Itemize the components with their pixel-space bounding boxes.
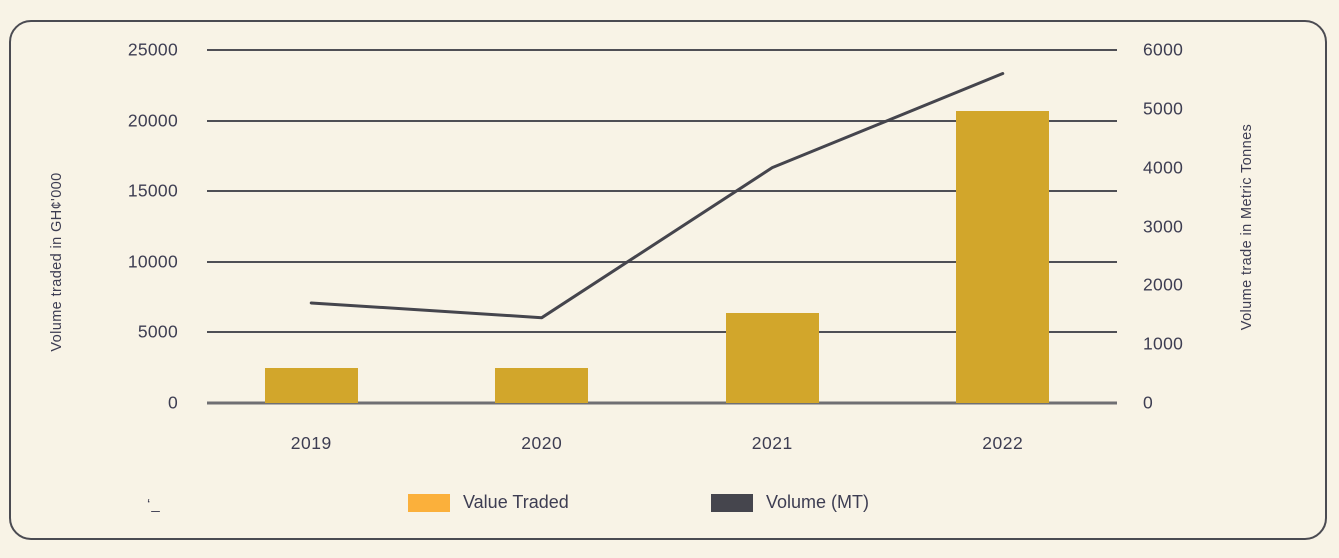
left-tick-5000: 5000 [137, 321, 178, 342]
volume-mt-swatch [711, 493, 753, 512]
right-tick-4000: 4000 [1143, 157, 1184, 178]
legend-item-value-traded: Value Traded [408, 492, 569, 513]
right-tick-3000: 3000 [1143, 216, 1184, 236]
volume-line [309, 72, 1005, 320]
legend-label-value-traded: Value Traded [463, 492, 569, 512]
value-traded-swatch [408, 493, 450, 512]
legend-item-volume-mt: Volume (MT) [711, 492, 869, 513]
gridline-25000 [207, 49, 1117, 51]
gridline-0 [207, 401, 1117, 405]
bar-2020 [495, 367, 589, 403]
stray-mark: ‘_ [147, 496, 161, 513]
x-label-2019: 2019 [290, 433, 332, 453]
right-tick-1000: 1000 [1143, 333, 1184, 354]
x-axis-labels: 2019 2020 2021 2022 [207, 433, 1117, 457]
right-axis-title: Volume trade in Metric Tonnes [1239, 123, 1255, 331]
bar-2021 [725, 312, 819, 403]
bar-2019 [264, 367, 358, 403]
left-axis-title: Volume traded in GH¢'000 [49, 172, 65, 352]
gridline-5000 [207, 331, 1117, 334]
gridline-10000 [207, 260, 1117, 263]
left-tick-10000: 10000 [127, 251, 178, 272]
left-tick-20000: 20000 [127, 110, 178, 131]
right-tick-6000: 6000 [1143, 39, 1184, 60]
x-label-2022: 2022 [982, 433, 1024, 453]
gridline-15000 [207, 190, 1117, 193]
x-label-2021: 2021 [751, 433, 793, 453]
right-tick-0: 0 [1143, 392, 1154, 413]
plot-area [207, 49, 1117, 405]
left-tick-0: 0 [167, 392, 178, 413]
legend-label-volume-mt: Volume (MT) [766, 492, 870, 512]
panel-border [9, 20, 1327, 540]
left-axis-ticks: 0 5000 10000 15000 20000 25000 [85, 40, 178, 413]
right-tick-2000: 2000 [1143, 274, 1184, 295]
right-tick-5000: 5000 [1143, 98, 1184, 119]
x-label-2020: 2020 [521, 433, 563, 453]
left-tick-15000: 15000 [127, 180, 178, 201]
left-tick-25000: 25000 [127, 39, 178, 60]
gridline-20000 [207, 119, 1117, 122]
bar-2022 [956, 110, 1050, 403]
right-axis-ticks: 0 1000 2000 3000 4000 5000 6000 [1143, 40, 1233, 413]
